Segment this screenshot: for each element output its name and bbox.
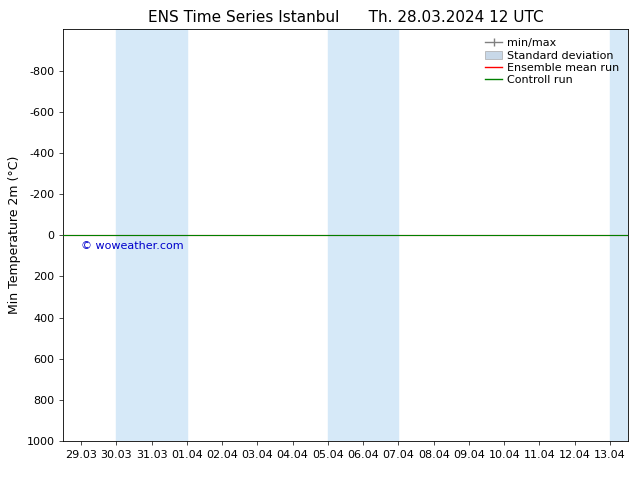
Bar xyxy=(116,29,187,441)
Bar xyxy=(610,29,634,441)
Y-axis label: Min Temperature 2m (°C): Min Temperature 2m (°C) xyxy=(8,156,21,315)
Text: © woweather.com: © woweather.com xyxy=(81,242,184,251)
Title: ENS Time Series Istanbul      Th. 28.03.2024 12 UTC: ENS Time Series Istanbul Th. 28.03.2024 … xyxy=(148,10,543,25)
Bar xyxy=(328,29,398,441)
Legend: min/max, Standard deviation, Ensemble mean run, Controll run: min/max, Standard deviation, Ensemble me… xyxy=(482,35,622,89)
